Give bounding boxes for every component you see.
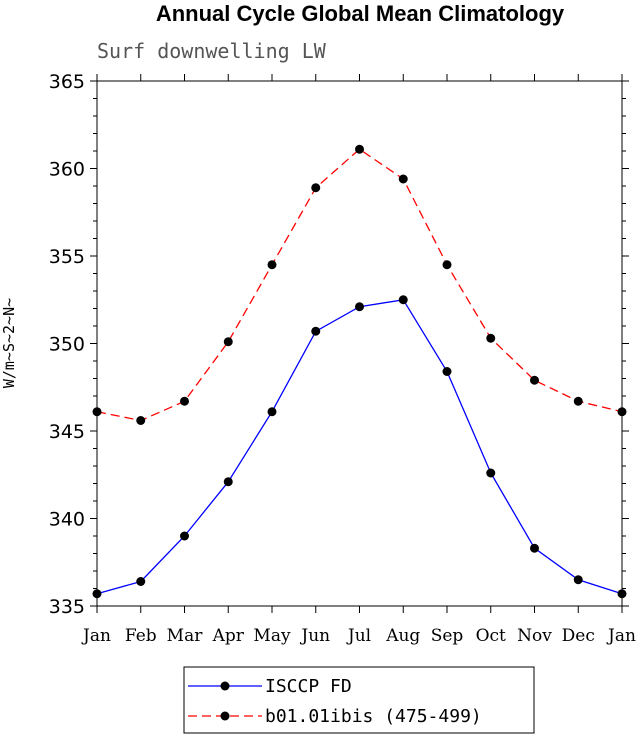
series-layer — [92, 144, 627, 599]
data-point-s1 — [442, 260, 452, 270]
data-point-s1 — [530, 375, 539, 385]
legend: ISCCP FD b01.01ibis (475-499) — [183, 666, 535, 734]
data-point-s0 — [442, 367, 452, 376]
y-tick-label: 355 — [49, 246, 85, 268]
data-point-s0 — [486, 468, 496, 478]
x-tick-label: Oct — [476, 626, 506, 646]
data-point-s1 — [136, 416, 146, 425]
data-point-s1 — [311, 183, 321, 193]
plot-axes: 335 340 345 350 355 360 365 Jan Feb Mar Apr May Jun J… — [49, 71, 636, 646]
legend-label-model: b01.01ibis (475-499) — [265, 706, 482, 727]
x-tick-label: Aug — [385, 626, 420, 646]
x-tick-label: Jan — [606, 626, 636, 646]
y-tick-label: 360 — [49, 159, 85, 181]
x-tick-label: Jul — [346, 626, 371, 646]
data-point-s0 — [136, 577, 146, 586]
data-point-s1 — [92, 407, 102, 417]
data-point-s0 — [267, 407, 277, 417]
x-tick-label: Dec — [562, 626, 595, 646]
x-tick-label: Apr — [212, 626, 245, 646]
y-tick-label: 350 — [49, 334, 85, 356]
data-point-s1 — [267, 260, 277, 270]
x-tick-label: Nov — [517, 626, 552, 646]
legend-marker-model — [220, 711, 230, 721]
y-tick-label: 335 — [49, 596, 85, 618]
x-tick-label: Jun — [299, 626, 330, 646]
data-point-s1 — [223, 337, 233, 347]
data-point-s0 — [92, 589, 102, 599]
data-point-s0 — [355, 302, 364, 312]
data-point-s0 — [398, 295, 408, 305]
data-point-s0 — [617, 589, 627, 599]
x-tick-label: Mar — [167, 626, 204, 646]
chart-title: Annual Cycle Global Mean Climatology — [156, 1, 565, 26]
data-point-s1 — [486, 333, 496, 343]
data-point-s0 — [223, 477, 233, 487]
x-tick-label: Sep — [431, 626, 464, 646]
chart-subtitle: Surf downwelling LW — [97, 39, 327, 63]
data-point-s0 — [311, 326, 321, 336]
series-line-1 — [96, 148, 623, 422]
y-tick-label: 340 — [49, 509, 85, 531]
legend-box — [183, 666, 535, 734]
series-line-0 — [96, 299, 623, 595]
data-point-s1 — [617, 407, 627, 417]
data-point-s1 — [573, 396, 583, 406]
x-tick-label: Feb — [125, 626, 157, 646]
data-point-s0 — [530, 543, 539, 553]
y-tick-label: 365 — [49, 71, 85, 93]
data-point-s0 — [573, 575, 583, 585]
legend-marker-isccp — [220, 681, 230, 691]
data-point-s1 — [180, 396, 189, 406]
plot-frame — [96, 80, 623, 607]
y-tick-label: 345 — [49, 421, 85, 443]
x-tick-label: Jan — [81, 626, 111, 646]
y-axis-label: W/m~S~2~N~ — [0, 298, 18, 388]
data-point-s1 — [355, 144, 364, 154]
x-tick-label: May — [253, 626, 291, 646]
data-point-s1 — [398, 174, 408, 184]
legend-label-isccp: ISCCP FD — [265, 676, 352, 697]
data-point-s0 — [180, 531, 189, 541]
